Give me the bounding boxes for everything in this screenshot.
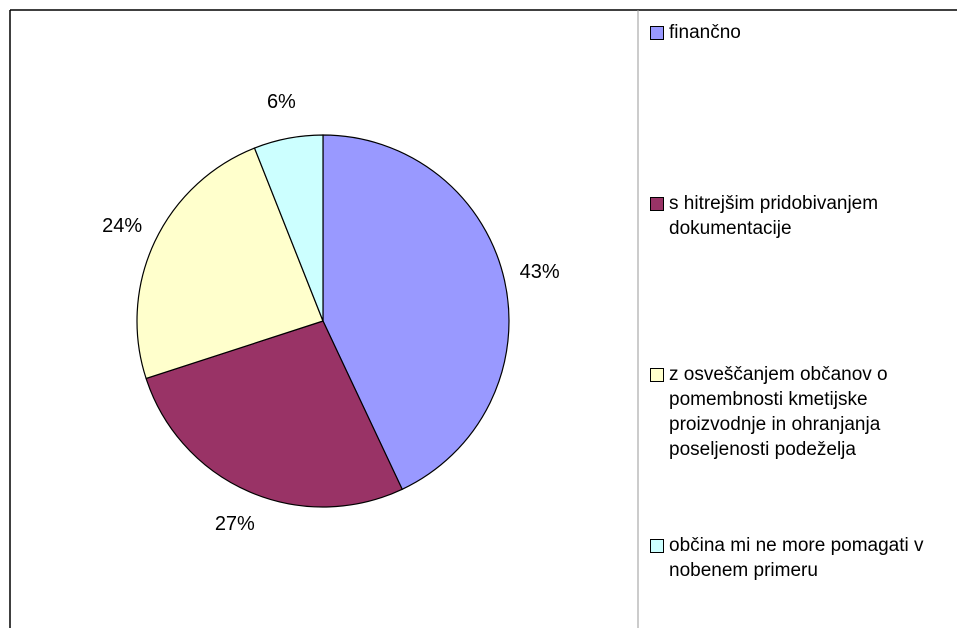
legend-swatch bbox=[650, 26, 664, 40]
legend-label: finančno bbox=[669, 22, 741, 43]
pie-slice bbox=[322, 134, 510, 491]
legend-item: občina mi ne more pomagati v nobenem pri… bbox=[648, 533, 953, 583]
legend-item: z osveščanjem občanov o pomembnosti kmet… bbox=[648, 362, 953, 462]
legend-swatch bbox=[650, 539, 664, 553]
legend-label: z osveščanjem občanov o pomembnosti kmet… bbox=[669, 364, 888, 460]
pie-slice bbox=[136, 147, 324, 380]
pie-slice bbox=[145, 320, 403, 508]
data-label: 27% bbox=[215, 513, 255, 535]
legend-swatch bbox=[650, 368, 664, 382]
legend-label: s hitrejšim pridobivanjem dokumentacije bbox=[669, 193, 879, 239]
data-label: 6% bbox=[267, 91, 296, 113]
legend-item: finančno bbox=[648, 20, 953, 45]
data-label: 43% bbox=[520, 261, 560, 283]
legend-item: s hitrejšim pridobivanjem dokumentacije bbox=[648, 191, 953, 241]
pie-slice bbox=[253, 134, 324, 322]
legend-label: občina mi ne more pomagati v nobenem pri… bbox=[669, 535, 924, 581]
data-label: 24% bbox=[102, 215, 142, 237]
legend-swatch bbox=[650, 197, 664, 211]
